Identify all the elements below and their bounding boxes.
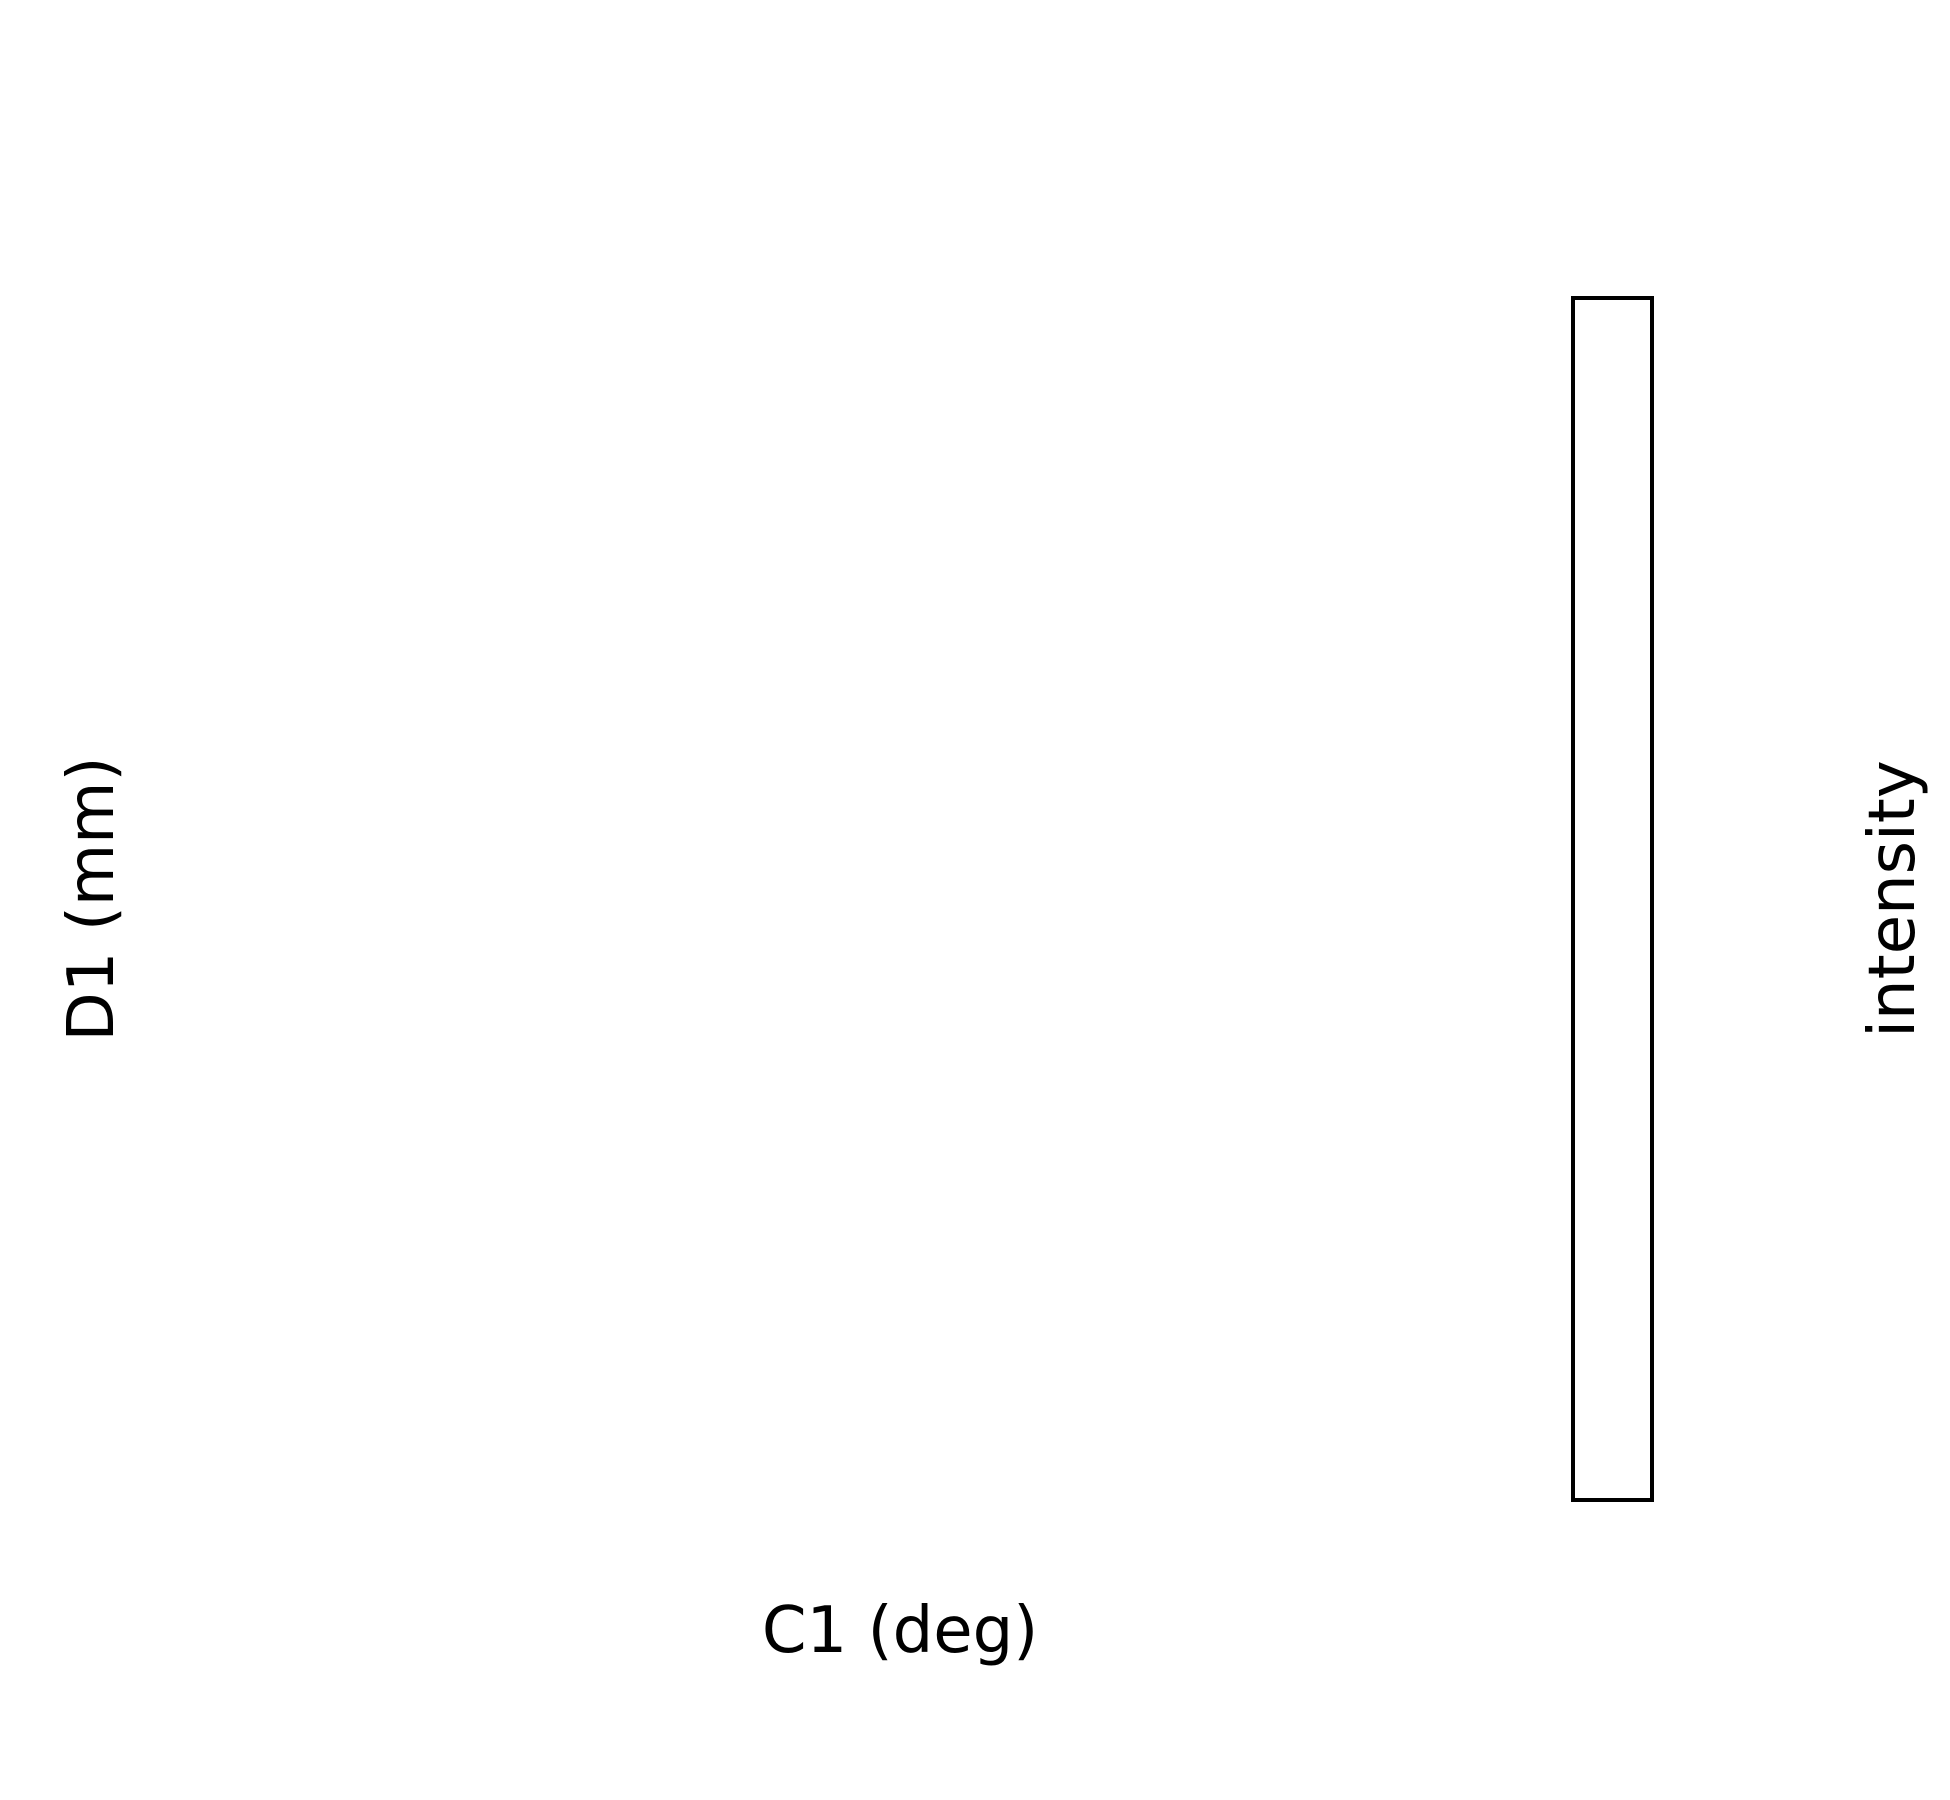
colorbar — [1571, 296, 1654, 1502]
x-axis-label: C1 (deg) — [761, 1594, 1039, 1668]
colorbar-label: intensity — [1856, 760, 1930, 1038]
heatmap-canvas — [300, 300, 1500, 1498]
y-axis-label: D1 (mm) — [55, 756, 129, 1042]
